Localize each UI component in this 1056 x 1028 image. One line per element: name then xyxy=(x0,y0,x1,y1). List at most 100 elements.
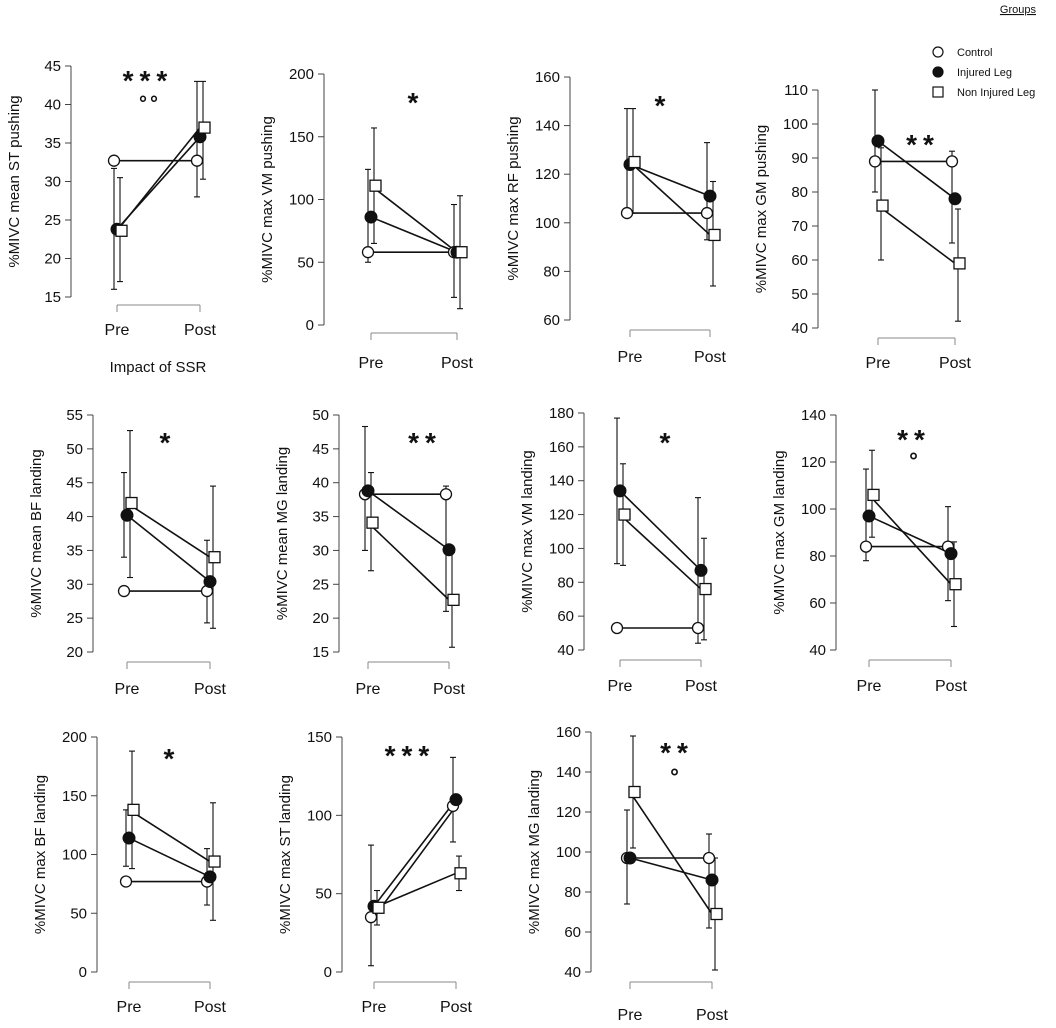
panel-1-y-tick-label-30: 30 xyxy=(44,174,61,191)
panel-6-y-tick-label-25: 25 xyxy=(312,576,329,593)
panel-5-line-injured-leg xyxy=(126,514,211,583)
panel-10-line-non-injured-leg xyxy=(373,872,457,909)
panel-11-group: 40 60 80 100 120 140 160 %MIVC max MG landing Pr… xyxy=(526,724,729,1024)
panel-7-y-tick-label-180: 180 xyxy=(549,405,574,422)
panel-2-x-tick-label-pre: Pre xyxy=(359,355,384,372)
panel-2-y-tick-label-0: 0 xyxy=(306,317,314,334)
panel-10-y-tick-label-150: 150 xyxy=(307,729,332,746)
panel-5-y-tick-label-20: 20 xyxy=(66,644,83,661)
panel-7-point-injured-leg-post xyxy=(694,563,708,577)
panel-3-annotation-1: * xyxy=(655,90,672,121)
panel-3-y-tick-label-80: 80 xyxy=(543,263,560,280)
panel-4-line-injured-leg xyxy=(877,140,956,200)
panel-6-y-axis-label: %MIVC mean MG landing xyxy=(274,447,291,620)
panel-3-y-tick-label-120: 120 xyxy=(535,166,560,183)
panel-7-x-tick-label-post: Post xyxy=(685,678,718,695)
panel-11-point-control-post xyxy=(702,851,716,865)
panel-8-point-injured-leg-pre xyxy=(862,509,876,523)
panel-4-point-control-pre xyxy=(868,155,882,168)
panel-5-x-tick-label-pre: Pre xyxy=(115,681,140,698)
panel-9-point-non-injured-leg-pre xyxy=(127,803,140,816)
panel-5-point-injured-leg-post xyxy=(203,575,217,589)
legend-label-noninjured: Non Injured Leg xyxy=(957,87,1035,99)
panel-11-y-tick-label-40: 40 xyxy=(564,964,581,981)
panel-1-y-tick-label-20: 20 xyxy=(44,251,61,268)
panel-11-point-injured-leg-post xyxy=(705,873,719,887)
panel-4-line-non-injured-leg xyxy=(877,204,956,265)
panel-10-x-tick-label-pre: Pre xyxy=(362,999,387,1016)
panel-11-y-tick-label-100: 100 xyxy=(556,844,581,861)
panel-5-point-injured-leg-pre xyxy=(120,508,134,522)
panel-6-point-injured-leg-post xyxy=(442,543,456,557)
panel-4-y-tick-label-100: 100 xyxy=(783,116,808,133)
panel-10-point-non-injured-leg-pre xyxy=(372,901,385,914)
panel-3-y-tick-label-160: 160 xyxy=(535,69,560,86)
panel-2-y-tick-label-150: 150 xyxy=(289,129,314,146)
panel-5-y-tick-label-35: 35 xyxy=(66,542,83,559)
panel-9-point-injured-leg-pre xyxy=(122,831,136,845)
panel-7-annotation-1: * xyxy=(660,427,677,458)
panel-2-point-control-pre xyxy=(361,246,375,259)
panel-11-y-axis-label: %MIVC max MG landing xyxy=(526,770,543,934)
panel-6-y-tick-label-30: 30 xyxy=(312,542,329,559)
panel-5-y-tick-label-40: 40 xyxy=(66,509,83,526)
panel-9-y-axis-label: %MIVC max BF landing xyxy=(32,775,49,934)
panel-8-point-injured-leg-post xyxy=(944,547,958,561)
panel-9-y-tick-label-50: 50 xyxy=(70,905,87,922)
panel-4-y-tick-label-80: 80 xyxy=(791,184,808,201)
panel-3-y-tick-label-100: 100 xyxy=(535,215,560,232)
panel-6-group: 15 20 25 30 35 40 45 50 %MIVC mean MG landing Pre… xyxy=(274,407,466,698)
panel-4-point-injured-leg-pre xyxy=(871,134,885,148)
panel-5-annotation-1: * xyxy=(160,427,177,458)
panel-4-x-tick-label-pre: Pre xyxy=(866,355,891,372)
panel-1-y-axis-label: %MIVC mean ST pushing xyxy=(6,95,23,267)
panel-11-annotation-1: ** xyxy=(660,737,694,768)
legend-title: Groups xyxy=(1000,4,1037,16)
panel-2-y-tick-label-100: 100 xyxy=(289,192,314,209)
panel-3-point-control-pre xyxy=(620,206,634,220)
panel-8-annotation-2: ° xyxy=(909,448,921,473)
panel-9-x-tick-label-pre: Pre xyxy=(117,999,142,1016)
panel-3-x-tick-label-post: Post xyxy=(694,349,727,366)
panel-2-line-injured-leg xyxy=(370,216,458,253)
panel-5-group: 20 25 30 35 40 45 50 55 %MIVC mean BF landing Pre… xyxy=(28,407,227,698)
panel-6-point-non-injured-leg-pre xyxy=(366,516,379,529)
panel-9-line-injured-leg xyxy=(128,837,211,878)
panel-9-point-injured-leg-post xyxy=(203,870,217,884)
panels-layer: 15 20 25 30 35 40 45 %MIVC mean ST pushing Pre Po… xyxy=(6,58,972,1024)
panel-10-y-tick-label-50: 50 xyxy=(315,886,332,903)
panel-1-point-non-injured-leg-pre xyxy=(115,224,128,237)
panel-1-x-tick-label-pre: Pre xyxy=(105,322,130,339)
panel-5-point-non-injured-leg-post xyxy=(208,551,221,564)
panel-5-line-non-injured-leg xyxy=(126,502,211,558)
panel-8-point-non-injured-leg-post xyxy=(949,578,962,591)
panel-2-y-tick-label-200: 200 xyxy=(289,66,314,83)
panel-3-point-injured-leg-post xyxy=(703,189,717,203)
panel-2-y-axis-label: %MIVC max VM pushing xyxy=(259,116,276,283)
panel-6-y-tick-label-35: 35 xyxy=(312,509,329,526)
panel-4-point-non-injured-leg-pre xyxy=(876,199,889,212)
panel-11-point-injured-leg-pre xyxy=(623,851,637,865)
panel-6-y-tick-label-20: 20 xyxy=(312,610,329,627)
panel-4-point-non-injured-leg-post xyxy=(953,257,966,270)
panel-3-line-non-injured-leg xyxy=(629,161,711,236)
panel-9-y-tick-label-0: 0 xyxy=(79,964,87,981)
panel-7-x-tick-label-pre: Pre xyxy=(608,678,633,695)
panel-9-y-tick-label-100: 100 xyxy=(62,847,87,864)
panel-10-point-injured-leg-post xyxy=(449,793,463,807)
panel-7-y-tick-label-100: 100 xyxy=(549,540,574,557)
panel-11-x-tick-label-post: Post xyxy=(696,1007,729,1024)
panel-5-y-tick-label-55: 55 xyxy=(66,407,83,424)
panel-9-line-non-injured-leg xyxy=(128,809,211,863)
panel-2-point-non-injured-leg-post xyxy=(455,246,468,259)
panel-3-y-axis-label: %MIVC max RF pushing xyxy=(505,116,522,280)
panel-4-y-tick-label-40: 40 xyxy=(791,320,808,337)
panel-10-group: 0 50 100 150 %MIVC max ST landing Pre Post *** xyxy=(277,729,473,1016)
panel-4-y-tick-label-90: 90 xyxy=(791,150,808,167)
panel-6-x-tick-label-pre: Pre xyxy=(356,681,381,698)
panel-1-point-non-injured-leg-post xyxy=(198,121,211,134)
panel-5-x-tick-label-post: Post xyxy=(194,681,227,698)
panel-6-point-non-injured-leg-post xyxy=(447,593,460,607)
panel-7-y-tick-label-140: 140 xyxy=(549,473,574,490)
